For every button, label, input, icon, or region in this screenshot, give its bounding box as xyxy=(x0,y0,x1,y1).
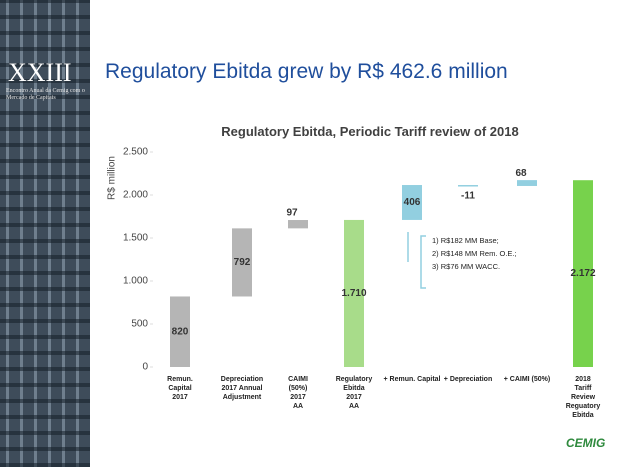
chart-title: Regulatory Ebitda, Periodic Tariff revie… xyxy=(221,124,519,139)
value-label: 1.710 xyxy=(341,288,366,299)
annotation: 3) R$76 MM WACC. xyxy=(432,262,501,271)
bar xyxy=(402,185,422,220)
value-label: -11 xyxy=(461,191,475,202)
x-tick-label: + CAIMI (50%) xyxy=(503,376,551,383)
y-tick-label: 500 xyxy=(131,319,148,330)
value-label: 820 xyxy=(172,326,189,337)
annotation: 1) R$182 MM Base; xyxy=(432,236,499,245)
event-name: Encontro Anual da Cemig com o Mercado de… xyxy=(6,88,85,101)
x-tick-label: CAIMI (50%) 2017 AA xyxy=(288,376,308,410)
y-axis-label: R$ million xyxy=(107,156,118,200)
bar xyxy=(517,180,537,186)
logo: CEMIG xyxy=(566,436,606,450)
bar xyxy=(344,219,364,367)
x-tick-label: Depreciation 2017 Annual Adjustment xyxy=(220,376,264,401)
x-tick-label: + Depreciation xyxy=(443,376,493,383)
y-tick-label: 1.000 xyxy=(123,276,148,287)
edition: XXIII xyxy=(8,58,72,87)
slide-title: Regulatory Ebitda grew by R$ 462.6 milli… xyxy=(105,60,508,83)
y-tick-label: 0 xyxy=(142,362,148,373)
bar xyxy=(458,185,478,187)
bar xyxy=(573,180,593,367)
bracket xyxy=(420,235,426,289)
x-tick-label: 2018 Tariff Review Reguatory Ebitda xyxy=(565,376,601,419)
value-label: 97 xyxy=(286,208,298,219)
sidebar xyxy=(0,0,90,467)
x-tick-label: Regulatory Ebitda 2017 AA xyxy=(335,376,373,410)
y-tick-label: 2.000 xyxy=(123,190,148,201)
x-tick-label: Remun. Capital 2017 xyxy=(167,376,193,401)
y-tick-label: 2.500 xyxy=(123,147,148,158)
bar xyxy=(170,296,190,367)
bar xyxy=(232,228,252,297)
value-label: 406 xyxy=(404,197,421,208)
y-tick-label: 1.500 xyxy=(123,233,148,244)
value-label: 2.172 xyxy=(570,268,595,279)
value-label: 792 xyxy=(234,257,251,268)
bar xyxy=(288,220,308,229)
x-tick-label: + Remun. Capital xyxy=(383,376,441,383)
value-label: 68 xyxy=(515,168,527,179)
annotation: 2) R$148 MM Rem. O.E.; xyxy=(432,249,517,258)
